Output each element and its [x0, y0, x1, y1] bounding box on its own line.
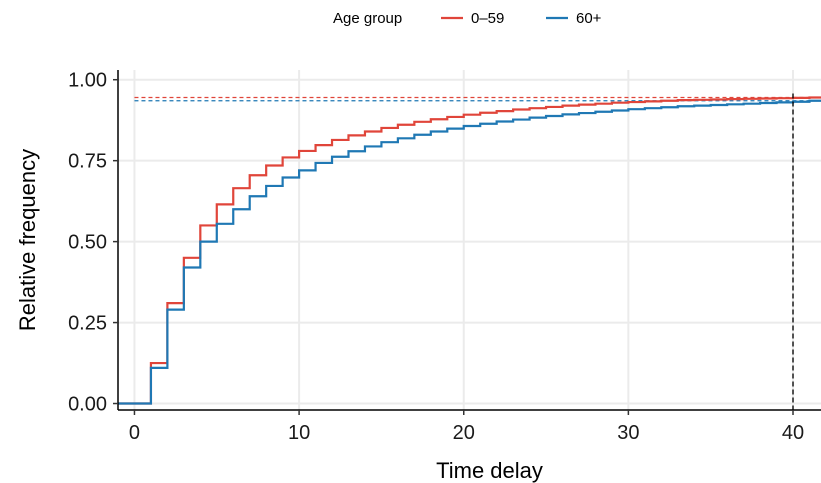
- x-tick-label: 30: [617, 422, 639, 444]
- y-tick-label: 0.25: [68, 313, 107, 335]
- series-layer: [118, 93, 821, 410]
- x-tick-label: 0: [129, 422, 140, 444]
- axes: 0 10 20 30 40 0.00 0.25 0.50 0.75 1.00: [68, 70, 821, 444]
- grid: [118, 70, 821, 410]
- series-step-line: [118, 99, 821, 405]
- x-tick-label: 40: [782, 422, 804, 444]
- legend-entry: 0–59: [471, 10, 504, 27]
- x-tick-label: 20: [453, 422, 475, 444]
- y-tick-label: 0.00: [68, 394, 107, 416]
- legend-title: Age group: [333, 10, 402, 27]
- series-step-line: [118, 96, 821, 405]
- legend: Age group 0–59 60+: [333, 10, 602, 27]
- legend-entry: 60+: [576, 10, 602, 27]
- y-tick-label: 0.50: [68, 232, 107, 254]
- y-axis-title: Relative frequency: [15, 149, 40, 331]
- x-axis-title: Time delay: [436, 458, 543, 483]
- y-tick-label: 1.00: [68, 70, 107, 92]
- x-tick-label: 10: [288, 422, 310, 444]
- y-tick-label: 0.75: [68, 151, 107, 173]
